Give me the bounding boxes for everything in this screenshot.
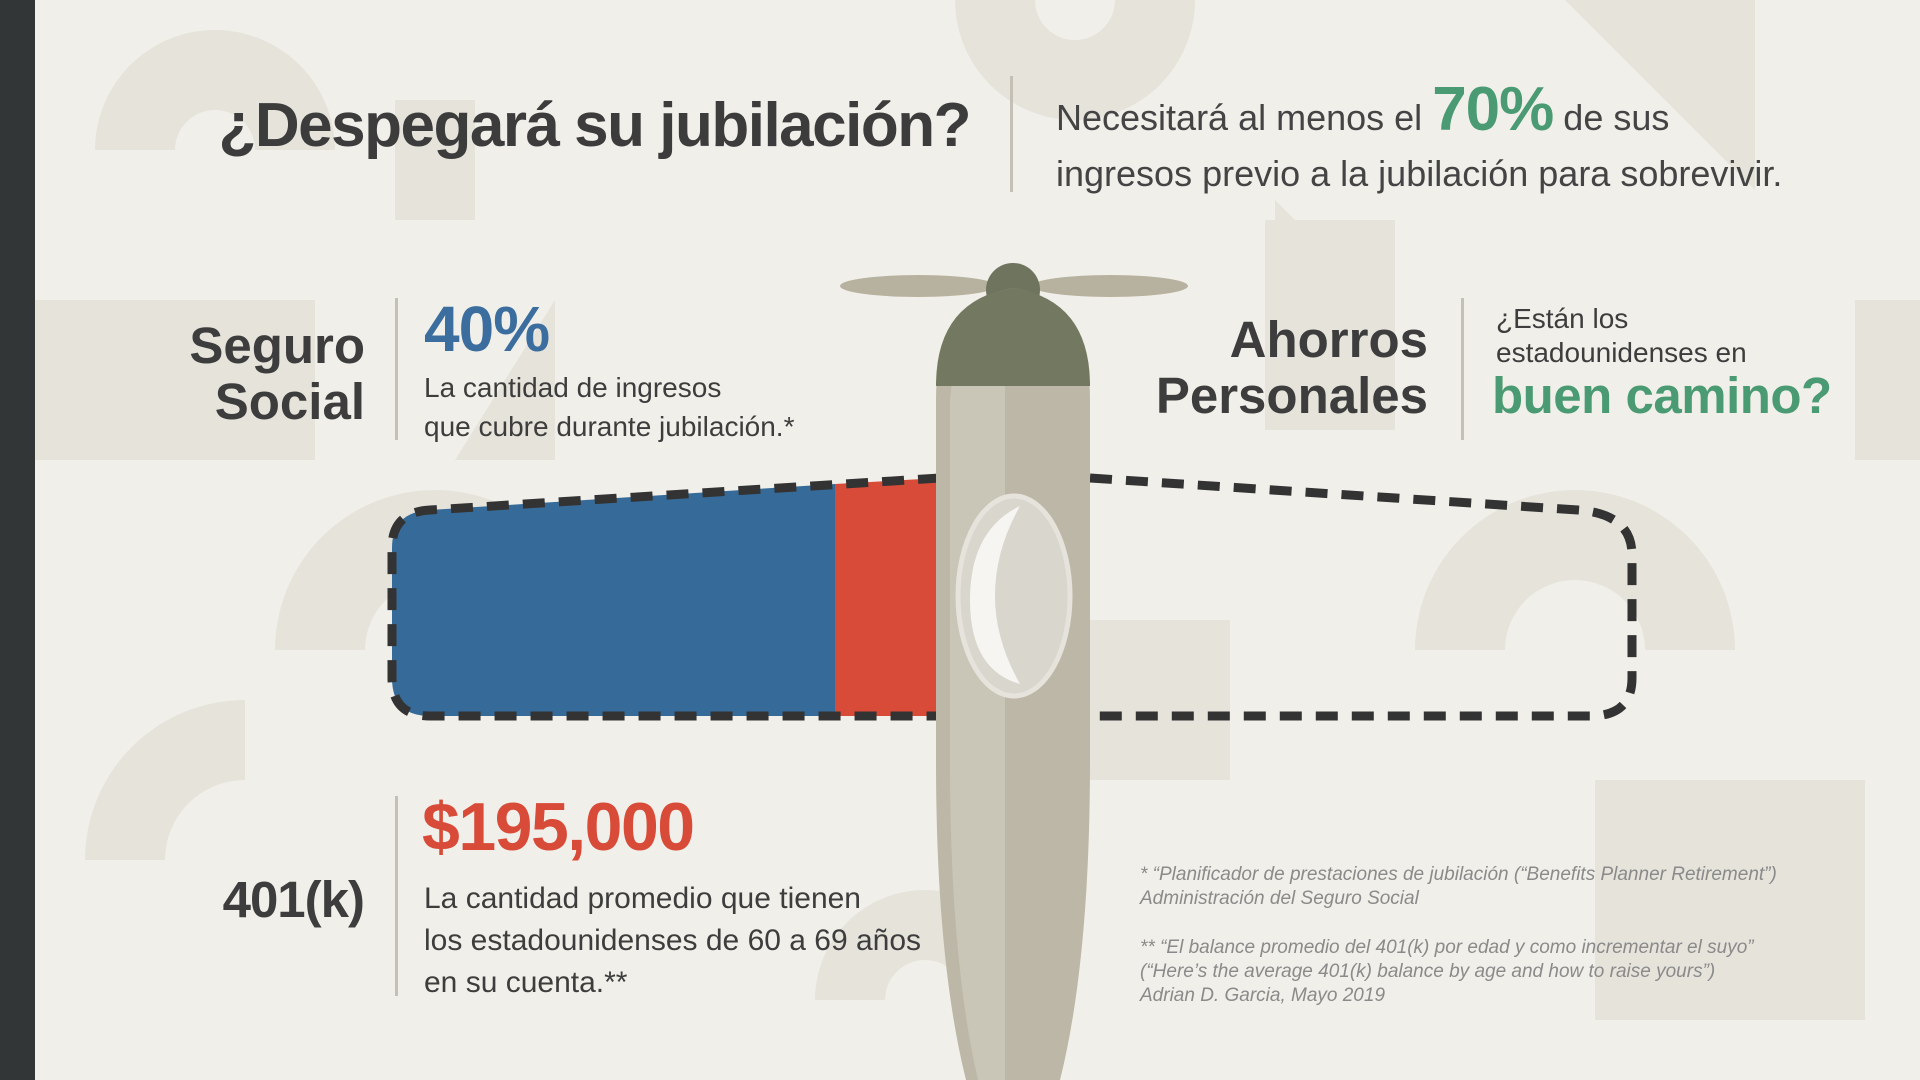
401k-description: La cantidad promedio que tienen los esta… xyxy=(424,878,944,1004)
social-security-description: La cantidad de ingresos que cubre durant… xyxy=(424,368,884,446)
social-security-label: Seguro Social xyxy=(120,318,365,430)
401k-label: 401(k) xyxy=(222,871,365,928)
subtitle-line2: ingresos previo a la jubilación para sob… xyxy=(1056,153,1783,194)
personal-savings-question: ¿Están los estadounidenses en xyxy=(1496,302,1896,370)
wing-401k-fill xyxy=(835,478,940,716)
subtitle-percent: 70% xyxy=(1432,75,1554,144)
social-security-desc-line2: que cubre durante jubilación.* xyxy=(424,411,795,442)
social-security-divider xyxy=(395,298,398,440)
social-security-label-line2: Social xyxy=(214,373,365,430)
401k-desc-line3: en su cuenta.** xyxy=(424,966,628,999)
personal-savings-label-line2: Personales xyxy=(1155,367,1428,424)
footnote-2-line1: ** “El balance promedio del 401(k) por e… xyxy=(1140,937,1754,958)
fuselage-highlight xyxy=(950,288,1013,1080)
social-security-desc-line1: La cantidad de ingresos xyxy=(424,372,722,403)
propeller-left-blade xyxy=(840,275,996,297)
propeller-right-blade xyxy=(1032,275,1188,297)
subtitle-text-pre: Necesitará al menos el xyxy=(1056,97,1423,138)
personal-savings-label: Ahorros Personales xyxy=(1100,312,1428,424)
footnote-1: * “Planificador de prestaciones de jubil… xyxy=(1140,863,1880,911)
subtitle-text-post: de sus xyxy=(1563,97,1670,138)
401k-desc-line2: los estadounidenses de 60 a 69 años xyxy=(424,924,922,957)
personal-savings-question-line1: ¿Están los xyxy=(1496,303,1629,334)
footnote-1-line2: Administración del Seguro Social xyxy=(1140,888,1419,909)
footnote-2-line2: (“Here’s the average 401(k) balance by a… xyxy=(1140,961,1716,982)
fuselage-nose xyxy=(936,288,1090,386)
401k-divider xyxy=(395,796,398,996)
footnote-2: ** “El balance promedio del 401(k) por e… xyxy=(1140,936,1880,1008)
personal-savings-question-highlight: buen camino? xyxy=(1492,367,1832,424)
401k-amount: $195,000 xyxy=(422,789,695,865)
personal-savings-question-line2: estadounidenses en xyxy=(1496,337,1747,368)
wing-social-security-fill xyxy=(392,484,835,716)
page-title: ¿Despegará su jubilación? xyxy=(218,91,972,160)
401k-desc-line1: La cantidad promedio que tienen xyxy=(424,882,861,915)
social-security-label-line1: Seguro xyxy=(189,317,365,374)
footnote-2-line3: Adrian D. Garcia, Mayo 2019 xyxy=(1140,985,1386,1006)
cockpit-glare xyxy=(970,506,1020,684)
header-subtitle: Necesitará al menos el 70% de sus ingres… xyxy=(1056,79,1876,202)
right-wing-outline xyxy=(1089,473,1637,721)
social-security-percent: 40% xyxy=(424,293,550,365)
personal-savings-divider xyxy=(1461,298,1464,440)
personal-savings-label-line1: Ahorros xyxy=(1229,311,1428,368)
left-sidebar-bar xyxy=(0,0,35,1080)
header-divider xyxy=(1010,76,1013,192)
footnote-1-line1: * “Planificador de prestaciones de jubil… xyxy=(1140,864,1777,885)
